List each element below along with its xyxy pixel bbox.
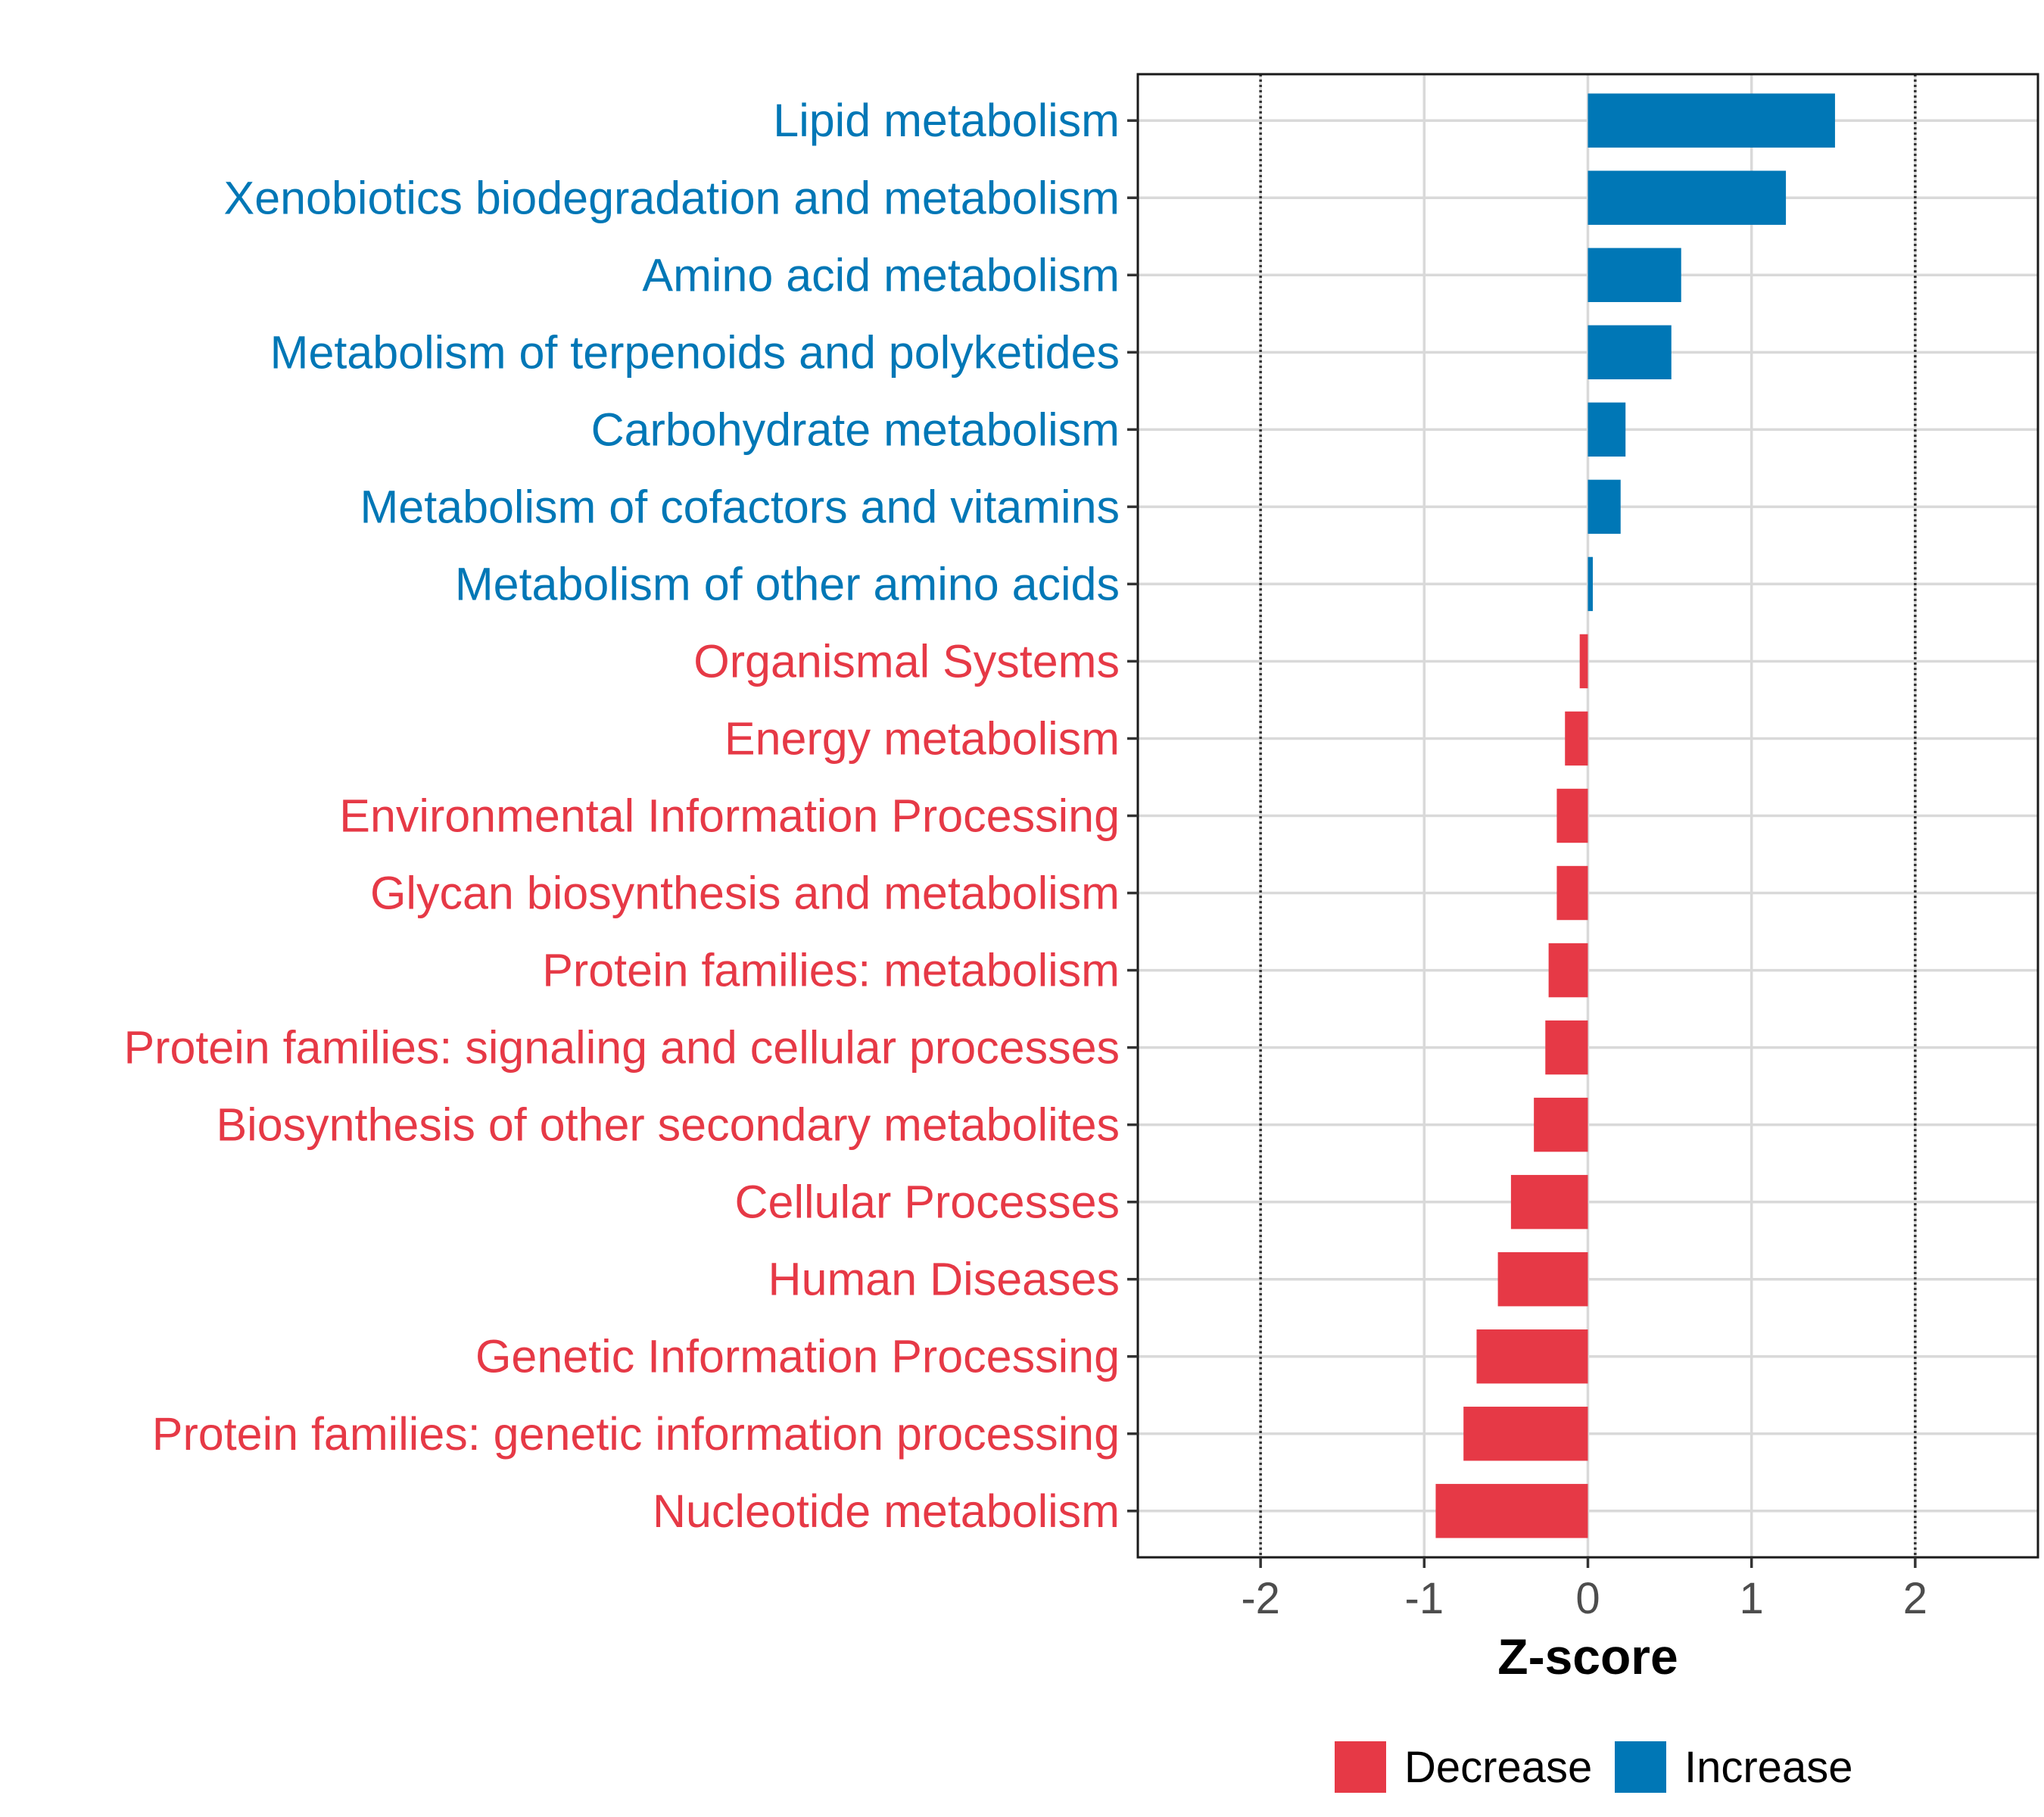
category-label: Energy metabolism bbox=[724, 712, 1120, 764]
category-label: Environmental Information Processing bbox=[339, 790, 1120, 842]
category-label: Protein families: metabolism bbox=[542, 945, 1120, 996]
category-label: Nucleotide metabolism bbox=[653, 1485, 1120, 1537]
x-tick-label: -1 bbox=[1405, 1574, 1444, 1623]
bar-increase bbox=[1588, 556, 1593, 612]
bar-decrease bbox=[1548, 943, 1588, 998]
x-tick-label: 2 bbox=[1903, 1574, 1927, 1623]
category-label: Cellular Processes bbox=[734, 1177, 1120, 1228]
bar-decrease bbox=[1556, 865, 1588, 921]
legend: Decrease Increase bbox=[1335, 1741, 1852, 1793]
reference-lines bbox=[1259, 74, 1917, 1557]
legend-label-decrease: Decrease bbox=[1404, 1743, 1592, 1792]
y-axis-ticks bbox=[1127, 119, 1138, 1513]
bar-increase bbox=[1588, 479, 1621, 535]
category-label: Metabolism of cofactors and vitamins bbox=[360, 481, 1120, 532]
x-axis-title: Z-score bbox=[1497, 1628, 1678, 1685]
bar-decrease bbox=[1534, 1097, 1588, 1152]
legend-label-increase: Increase bbox=[1684, 1743, 1852, 1792]
x-tick-label: 1 bbox=[1740, 1574, 1764, 1623]
category-label: Genetic Information Processing bbox=[475, 1331, 1120, 1382]
bar-increase bbox=[1588, 170, 1787, 225]
bar-decrease bbox=[1476, 1329, 1588, 1384]
x-axis-ticks: -2 -1 0 1 2 bbox=[1241, 1557, 1927, 1623]
category-label: Protein families: genetic information pr… bbox=[152, 1408, 1120, 1460]
category-label: Biosynthesis of other secondary metaboli… bbox=[216, 1099, 1120, 1151]
category-label: Metabolism of terpenoids and polyketides bbox=[270, 326, 1120, 378]
bar-increase bbox=[1588, 248, 1681, 302]
category-label: Human Diseases bbox=[768, 1254, 1120, 1305]
bar-decrease bbox=[1435, 1484, 1588, 1538]
category-label: Protein families: signaling and cellular… bbox=[123, 1022, 1120, 1074]
category-label: Carbohydrate metabolism bbox=[591, 404, 1120, 455]
category-label: Glycan biosynthesis and metabolism bbox=[370, 868, 1120, 919]
legend-swatch-increase bbox=[1615, 1741, 1666, 1793]
bar-decrease bbox=[1579, 634, 1588, 689]
bar-decrease bbox=[1565, 711, 1588, 766]
bar-decrease bbox=[1510, 1174, 1588, 1230]
bar-decrease bbox=[1497, 1251, 1588, 1307]
bar-increase bbox=[1588, 93, 1835, 148]
bar-decrease bbox=[1545, 1020, 1588, 1075]
category-label: Xenobiotics biodegradation and metabolis… bbox=[224, 172, 1120, 223]
x-tick-label: 0 bbox=[1575, 1574, 1600, 1623]
category-label: Organismal Systems bbox=[693, 635, 1120, 687]
y-axis-category-labels: Lipid metabolism Xenobiotics biodegradati… bbox=[123, 95, 1120, 1537]
legend-swatch-decrease bbox=[1335, 1741, 1386, 1793]
bar-increase bbox=[1588, 325, 1672, 380]
bars bbox=[1435, 93, 1835, 1538]
category-label: Metabolism of other amino acids bbox=[455, 558, 1120, 609]
category-label: Amino acid metabolism bbox=[642, 249, 1120, 301]
x-tick-label: -2 bbox=[1241, 1574, 1280, 1623]
bar-increase bbox=[1588, 402, 1626, 457]
bar-decrease bbox=[1463, 1407, 1588, 1461]
bar-decrease bbox=[1556, 788, 1588, 843]
category-label: Lipid metabolism bbox=[773, 95, 1120, 146]
